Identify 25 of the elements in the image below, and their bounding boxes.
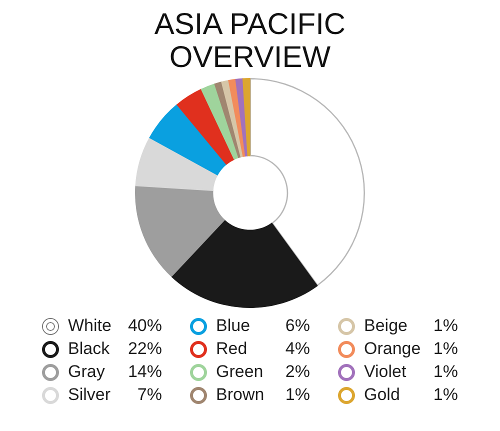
legend-label: Black bbox=[68, 339, 110, 359]
data-label: 22% bbox=[126, 339, 162, 359]
legend-label: White bbox=[68, 316, 112, 336]
legend-label: Gold bbox=[364, 385, 400, 405]
chart-title: ASIA PACIFIC OVERVIEW bbox=[153, 8, 347, 74]
data-label: 4% bbox=[284, 339, 310, 359]
data-label: 1% bbox=[284, 385, 310, 405]
data-label: 1% bbox=[432, 339, 458, 359]
data-label: 7% bbox=[136, 385, 162, 405]
data-label: 14% bbox=[126, 362, 162, 382]
legend-label: Brown bbox=[216, 385, 264, 405]
legend-label: Gray bbox=[68, 362, 105, 382]
data-label: 40% bbox=[126, 316, 162, 336]
data-label: 1% bbox=[432, 385, 458, 405]
legend-label: Orange bbox=[364, 339, 421, 359]
legend-label: Red bbox=[216, 339, 248, 359]
data-label: 6% bbox=[284, 316, 310, 336]
legend-label: Blue bbox=[216, 316, 250, 336]
data-label: 1% bbox=[432, 316, 458, 336]
legend-label: Green bbox=[216, 362, 264, 382]
data-label: 1% bbox=[432, 362, 458, 382]
legend-label: Beige bbox=[364, 316, 408, 336]
legend-label: Violet bbox=[364, 362, 406, 382]
data-label: 2% bbox=[284, 362, 310, 382]
legend-label: Silver bbox=[68, 385, 111, 405]
